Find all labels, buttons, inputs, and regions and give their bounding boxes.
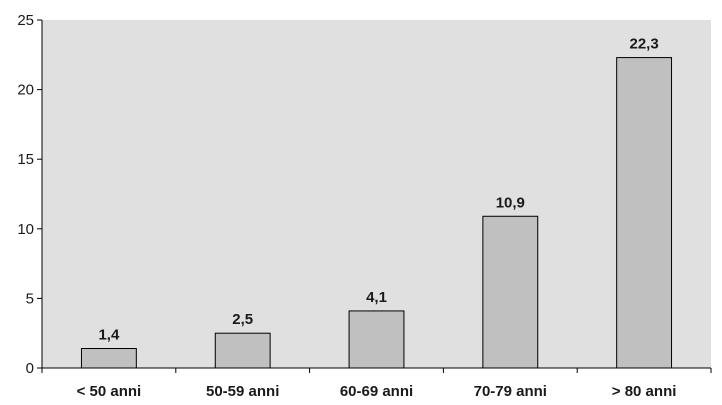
bar xyxy=(214,332,271,369)
data-label: 1,4 xyxy=(98,327,120,344)
bar xyxy=(80,348,137,369)
bar xyxy=(616,57,673,369)
x-category-label: > 80 anni xyxy=(612,383,677,400)
y-tick-label: 15 xyxy=(17,151,34,168)
data-label: 2,5 xyxy=(232,311,253,328)
x-axis-ticks: < 50 anni 50-59 anni 60-69 anni 70-79 anni >… xyxy=(41,368,712,400)
bars: 1,4 2,5 4,1 10,9 22,3 xyxy=(80,36,673,369)
data-label: 22,3 xyxy=(629,36,658,53)
y-axis-ticks: 0 5 10 15 20 25 xyxy=(17,12,42,377)
y-tick-label: 0 xyxy=(26,360,34,377)
data-label: 10,9 xyxy=(496,194,525,211)
y-tick-label: 20 xyxy=(17,82,34,99)
x-category-label: < 50 anni xyxy=(77,383,142,400)
plot-area xyxy=(42,20,711,368)
y-tick-label: 25 xyxy=(17,12,34,29)
y-tick-label: 5 xyxy=(26,290,34,307)
bar xyxy=(482,215,539,369)
bar xyxy=(348,310,405,369)
x-category-label: 60-69 anni xyxy=(340,383,413,400)
x-category-label: 50-59 anni xyxy=(206,383,279,400)
y-tick-label: 10 xyxy=(17,221,34,238)
data-label: 4,1 xyxy=(366,289,387,306)
x-category-label: 70-79 anni xyxy=(474,383,547,400)
